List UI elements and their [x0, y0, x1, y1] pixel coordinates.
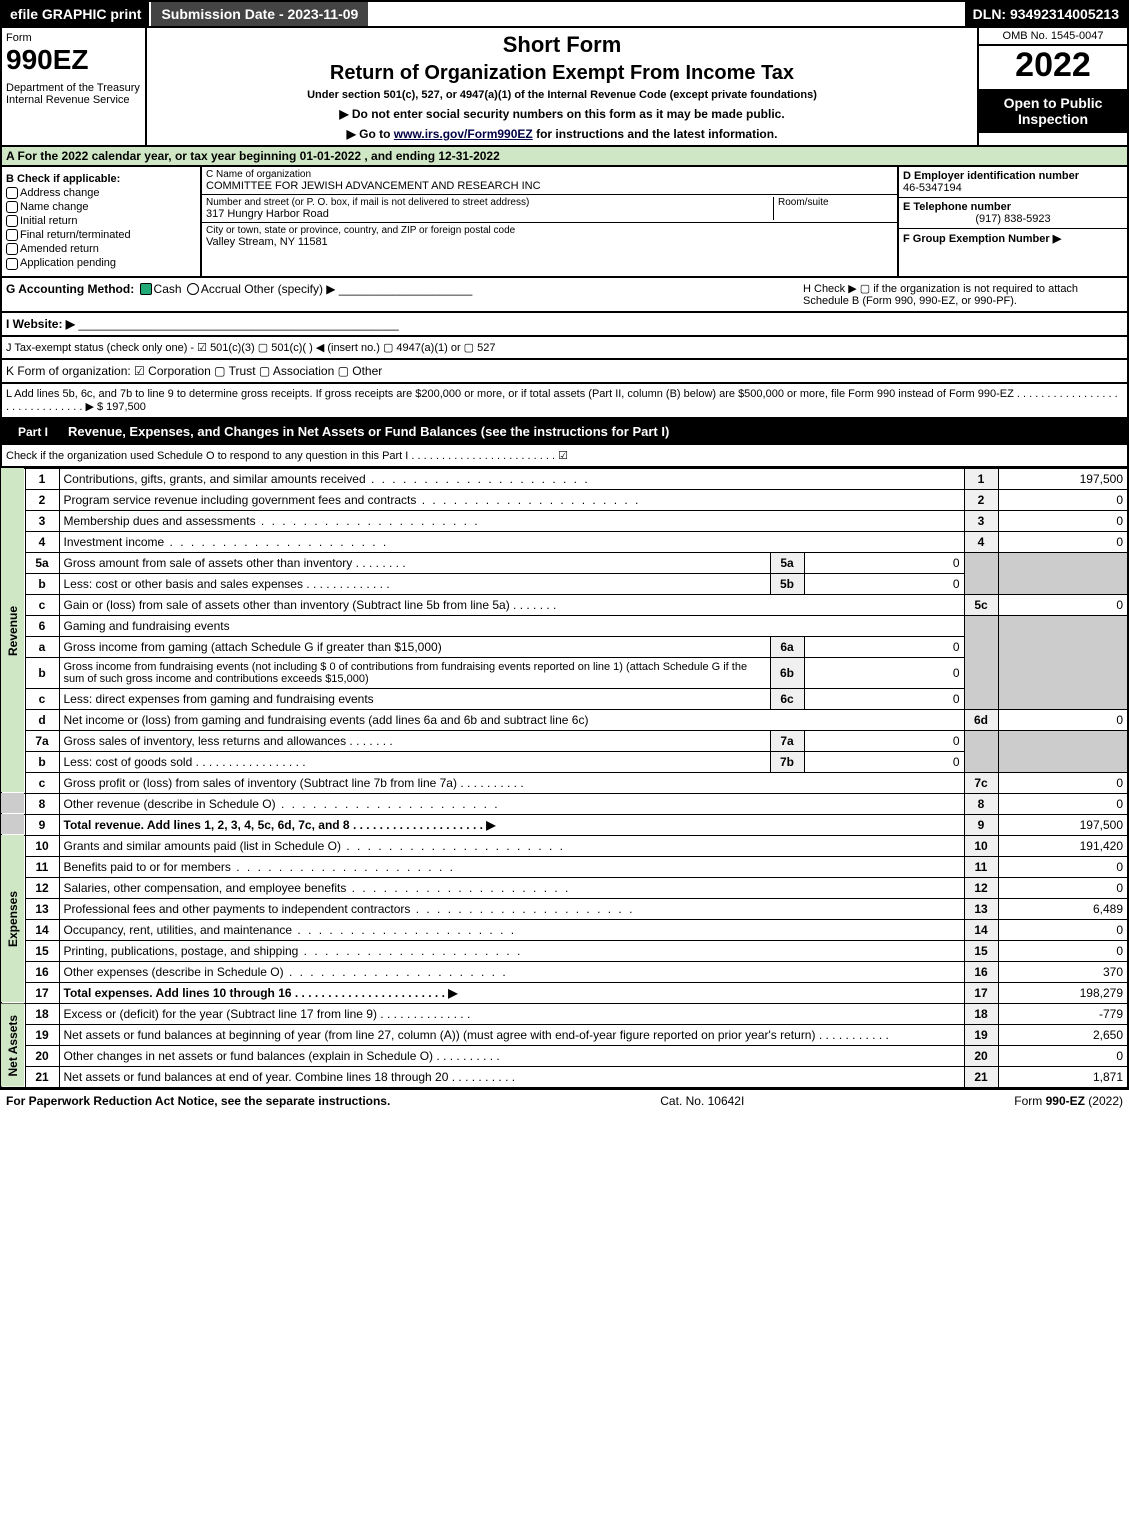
- line-1-value: 197,500: [998, 468, 1128, 489]
- chk-initial-return[interactable]: Initial return: [6, 215, 196, 227]
- chk-amended-return[interactable]: Amended return: [6, 243, 196, 255]
- omb-number: OMB No. 1545-0047: [979, 28, 1127, 46]
- phone-value: (917) 838-5923: [903, 213, 1123, 225]
- line-10-value: 191,420: [998, 835, 1128, 856]
- line-7a-value: 0: [804, 730, 964, 751]
- line-l: L Add lines 5b, 6c, and 7b to line 9 to …: [0, 384, 1129, 419]
- chk-application-pending[interactable]: Application pending: [6, 257, 196, 269]
- irs-link[interactable]: www.irs.gov/Form990EZ: [394, 127, 533, 141]
- form-word: Form: [6, 32, 141, 44]
- submission-date: Submission Date - 2023-11-09: [149, 2, 368, 26]
- financial-table: Revenue 1 Contributions, gifts, grants, …: [0, 468, 1129, 1089]
- col-c-org-info: C Name of organization COMMITTEE FOR JEW…: [202, 167, 897, 276]
- return-title: Return of Organization Exempt From Incom…: [151, 62, 973, 85]
- city-state-zip: Valley Stream, NY 11581: [206, 236, 893, 248]
- chk-name-change[interactable]: Name change: [6, 201, 196, 213]
- line-j: J Tax-exempt status (check only one) - ☑…: [0, 337, 1129, 360]
- line-5c-value: 0: [998, 594, 1128, 615]
- subtitle: Under section 501(c), 527, or 4947(a)(1)…: [151, 89, 973, 101]
- open-to-public: Open to Public Inspection: [979, 89, 1127, 133]
- line-g-h: G Accounting Method: Cash Accrual Other …: [0, 278, 1129, 313]
- ein-value: 46-5347194: [903, 182, 1123, 194]
- line-4-value: 0: [998, 531, 1128, 552]
- phone-label: E Telephone number: [903, 201, 1123, 213]
- line-5a-value: 0: [804, 552, 964, 573]
- tax-year: 2022: [979, 46, 1127, 85]
- line-3-value: 0: [998, 510, 1128, 531]
- line-9-value: 197,500: [998, 814, 1128, 835]
- top-bar: efile GRAPHIC print Submission Date - 20…: [0, 0, 1129, 28]
- line-18-value: -779: [998, 1003, 1128, 1024]
- part-i-sub: Check if the organization used Schedule …: [0, 445, 1129, 468]
- dln-label: DLN: 93492314005213: [965, 2, 1127, 26]
- ein-label: D Employer identification number: [903, 170, 1123, 182]
- line-6a-value: 0: [804, 636, 964, 657]
- chk-final-return[interactable]: Final return/terminated: [6, 229, 196, 241]
- section-a-tax-year: A For the 2022 calendar year, or tax yea…: [0, 147, 1129, 167]
- line-6d-value: 0: [998, 709, 1128, 730]
- line-11-value: 0: [998, 856, 1128, 877]
- chk-accrual[interactable]: [187, 283, 199, 295]
- room-label: Room/suite: [778, 197, 893, 208]
- part-i-header: Part I Revenue, Expenses, and Changes in…: [0, 419, 1129, 445]
- line-8-value: 0: [998, 793, 1128, 814]
- org-name-label: C Name of organization: [206, 169, 893, 180]
- instruction-ssn: ▶ Do not enter social security numbers o…: [151, 107, 973, 121]
- form-number: 990EZ: [6, 44, 141, 76]
- chk-address-change[interactable]: Address change: [6, 187, 196, 199]
- line-20-value: 0: [998, 1045, 1128, 1066]
- line-17-value: 198,279: [998, 982, 1128, 1003]
- short-form-title: Short Form: [151, 32, 973, 58]
- efile-label[interactable]: efile GRAPHIC print: [2, 2, 149, 26]
- col-def: D Employer identification number 46-5347…: [897, 167, 1127, 276]
- line-k: K Form of organization: ☑ Corporation ▢ …: [0, 360, 1129, 384]
- info-block: B Check if applicable: Address change Na…: [0, 167, 1129, 278]
- line-7c-value: 0: [998, 772, 1128, 793]
- street-label: Number and street (or P. O. box, if mail…: [206, 197, 773, 208]
- chk-cash[interactable]: [140, 283, 152, 295]
- footer-center: Cat. No. 10642I: [660, 1094, 744, 1108]
- footer-right: Form 990-EZ (2022): [1014, 1094, 1123, 1108]
- line-5b-value: 0: [804, 573, 964, 594]
- department-label: Department of the Treasury Internal Reve…: [6, 82, 141, 106]
- line-21-value: 1,871: [998, 1066, 1128, 1088]
- footer-left: For Paperwork Reduction Act Notice, see …: [6, 1094, 390, 1108]
- line-6c-value: 0: [804, 688, 964, 709]
- line-15-value: 0: [998, 940, 1128, 961]
- line-16-value: 370: [998, 961, 1128, 982]
- part-title: Revenue, Expenses, and Changes in Net As…: [68, 424, 669, 439]
- line-13-value: 6,489: [998, 898, 1128, 919]
- line-6b-value: 0: [804, 657, 964, 688]
- line-19-value: 2,650: [998, 1024, 1128, 1045]
- line-i: I Website: ▶ ___________________________…: [0, 313, 1129, 337]
- expenses-sidelabel: Expenses: [1, 835, 25, 1003]
- instruction-link: ▶ Go to www.irs.gov/Form990EZ for instru…: [151, 127, 973, 141]
- org-name: COMMITTEE FOR JEWISH ADVANCEMENT AND RES…: [206, 180, 893, 192]
- part-number: Part I: [8, 423, 58, 441]
- line-12-value: 0: [998, 877, 1128, 898]
- line-h: H Check ▶ ▢ if the organization is not r…: [803, 282, 1123, 307]
- line-2-value: 0: [998, 489, 1128, 510]
- col-b-title: B Check if applicable:: [6, 173, 196, 185]
- street-address: 317 Hungry Harbor Road: [206, 208, 773, 220]
- page-footer: For Paperwork Reduction Act Notice, see …: [0, 1089, 1129, 1112]
- revenue-sidelabel: Revenue: [1, 468, 25, 793]
- city-label: City or town, state or province, country…: [206, 225, 893, 236]
- accounting-method-label: G Accounting Method:: [6, 282, 134, 296]
- form-header: Form 990EZ Department of the Treasury In…: [0, 28, 1129, 147]
- group-exemption-label: F Group Exemption Number ▶: [903, 232, 1123, 245]
- line-7b-value: 0: [804, 751, 964, 772]
- line-14-value: 0: [998, 919, 1128, 940]
- col-b-checkboxes: B Check if applicable: Address change Na…: [2, 167, 202, 276]
- netassets-sidelabel: Net Assets: [1, 1003, 25, 1088]
